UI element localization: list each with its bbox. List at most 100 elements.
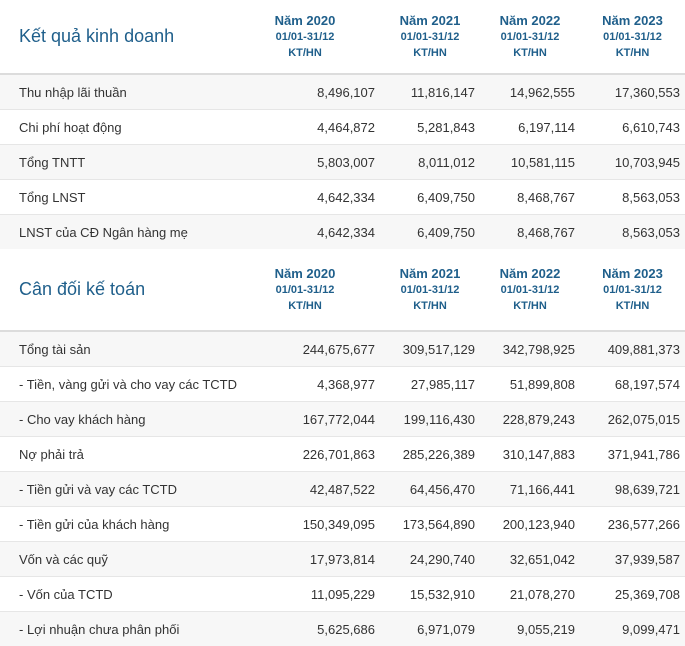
row-value: 4,464,872 — [230, 110, 380, 145]
row-value: 37,939,587 — [580, 542, 685, 577]
row-value: 4,642,334 — [230, 180, 380, 215]
row-value: 14,962,555 — [480, 74, 580, 110]
row-value: 4,642,334 — [230, 215, 380, 250]
row-label: LNST của CĐ Ngân hàng mẹ — [0, 215, 230, 250]
row-value: 68,197,574 — [580, 367, 685, 402]
row-label: - Cho vay khách hàng — [0, 402, 230, 437]
column-year: Năm 2022 — [481, 13, 579, 29]
column-unit: KT/HN — [381, 45, 479, 61]
row-value: 236,577,266 — [580, 507, 685, 542]
row-value: 10,703,945 — [580, 145, 685, 180]
row-value: 6,409,750 — [380, 215, 480, 250]
row-label: Tổng TNTT — [0, 145, 230, 180]
row-value: 25,369,708 — [580, 577, 685, 612]
row-value: 6,971,079 — [380, 612, 480, 646]
row-value: 199,116,430 — [380, 402, 480, 437]
column-unit: KT/HN — [481, 45, 579, 61]
column-period: 01/01-31/12 — [381, 282, 479, 298]
row-value: 262,075,015 — [580, 402, 685, 437]
row-value: 10,581,115 — [480, 145, 580, 180]
row-label: Tổng LNST — [0, 180, 230, 215]
row-label: Chi phí hoạt động — [0, 110, 230, 145]
row-value: 42,487,522 — [230, 472, 380, 507]
row-label: Nợ phải trả — [0, 437, 230, 472]
column-period: 01/01-31/12 — [581, 282, 684, 298]
column-year: Năm 2020 — [231, 13, 379, 29]
section-title: Kết quả kinh doanh — [0, 0, 230, 74]
row-value: 8,011,012 — [380, 145, 480, 180]
row-label: - Lợi nhuận chưa phân phối — [0, 612, 230, 646]
row-value: 342,798,925 — [480, 331, 580, 367]
column-year: Năm 2023 — [581, 266, 684, 282]
row-value: 6,409,750 — [380, 180, 480, 215]
row-value: 309,517,129 — [380, 331, 480, 367]
column-period: 01/01-31/12 — [481, 282, 579, 298]
row-value: 244,675,677 — [230, 331, 380, 367]
column-year: Năm 2021 — [381, 266, 479, 282]
column-unit: KT/HN — [581, 45, 684, 61]
row-value: 173,564,890 — [380, 507, 480, 542]
column-unit: KT/HN — [581, 298, 684, 314]
column-period: 01/01-31/12 — [231, 29, 379, 45]
column-unit: KT/HN — [481, 298, 579, 314]
column-period: 01/01-31/12 — [581, 29, 684, 45]
row-value: 24,290,740 — [380, 542, 480, 577]
row-value: 11,095,229 — [230, 577, 380, 612]
row-value: 9,055,219 — [480, 612, 580, 646]
row-label: - Vốn của TCTD — [0, 577, 230, 612]
row-value: 8,563,053 — [580, 180, 685, 215]
column-year: Năm 2020 — [231, 266, 379, 282]
column-year: Năm 2021 — [381, 13, 479, 29]
row-value: 51,899,808 — [480, 367, 580, 402]
row-value: 5,803,007 — [230, 145, 380, 180]
row-value: 17,360,553 — [580, 74, 685, 110]
column-period: 01/01-31/12 — [231, 282, 379, 298]
row-value: 27,985,117 — [380, 367, 480, 402]
row-value: 167,772,044 — [230, 402, 380, 437]
column-period: 01/01-31/12 — [381, 29, 479, 45]
row-label: Vốn và các quỹ — [0, 542, 230, 577]
row-value: 6,610,743 — [580, 110, 685, 145]
column-period: 01/01-31/12 — [481, 29, 579, 45]
row-value: 4,368,977 — [230, 367, 380, 402]
row-value: 285,226,389 — [380, 437, 480, 472]
row-value: 9,099,471 — [580, 612, 685, 646]
row-value: 21,078,270 — [480, 577, 580, 612]
row-value: 32,651,042 — [480, 542, 580, 577]
column-year: Năm 2023 — [581, 13, 684, 29]
row-value: 150,349,095 — [230, 507, 380, 542]
row-value: 226,701,863 — [230, 437, 380, 472]
row-value: 71,166,441 — [480, 472, 580, 507]
row-value: 310,147,883 — [480, 437, 580, 472]
row-label: - Tiền gửi và vay các TCTD — [0, 472, 230, 507]
column-unit: KT/HN — [231, 298, 379, 314]
row-label: Thu nhập lãi thuần — [0, 74, 230, 110]
row-value: 8,496,107 — [230, 74, 380, 110]
row-value: 8,468,767 — [480, 180, 580, 215]
row-value: 98,639,721 — [580, 472, 685, 507]
row-label: Tổng tài sản — [0, 331, 230, 367]
row-value: 15,532,910 — [380, 577, 480, 612]
column-year: Năm 2022 — [481, 266, 579, 282]
